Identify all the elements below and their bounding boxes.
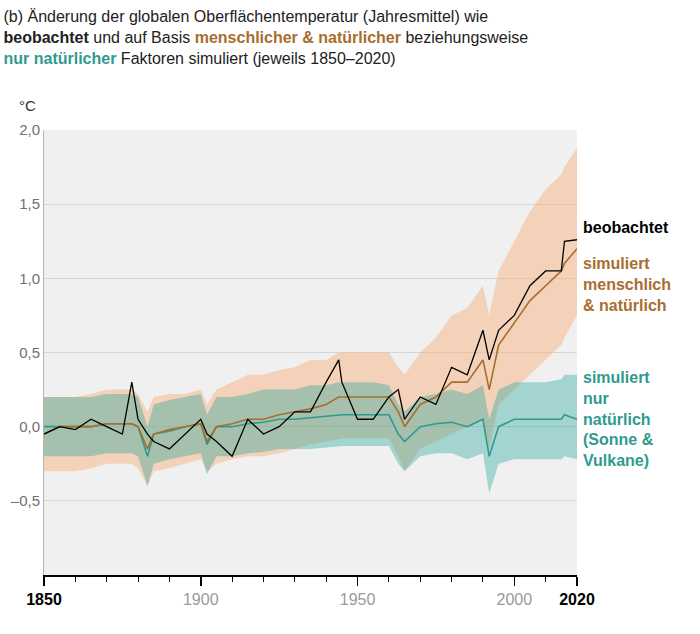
svg-text:1900: 1900 (183, 591, 219, 608)
svg-text:simuliertmenschlich& natürlich: simuliertmenschlich& natürlich (583, 255, 671, 314)
svg-text:2,0: 2,0 (19, 121, 40, 138)
svg-text:beobachtet: beobachtet (583, 219, 669, 236)
svg-text:–0,5: –0,5 (11, 492, 40, 509)
svg-text:simuliertnurnatürlich(Sonne &V: simuliertnurnatürlich(Sonne &Vulkane) (583, 369, 654, 469)
svg-text:1,0: 1,0 (19, 270, 40, 287)
svg-text:1,5: 1,5 (19, 195, 40, 212)
svg-text:1850: 1850 (26, 591, 62, 608)
svg-text:0,5: 0,5 (19, 344, 40, 361)
svg-text:0,0: 0,0 (19, 418, 40, 435)
svg-text:2000: 2000 (496, 591, 532, 608)
svg-text:1950: 1950 (340, 591, 376, 608)
svg-text:°C: °C (19, 97, 36, 114)
svg-text:2020: 2020 (559, 591, 595, 608)
svg-text:(b) Änderung der globalen Ober: (b) Änderung der globalen Oberflächentem… (4, 8, 529, 67)
